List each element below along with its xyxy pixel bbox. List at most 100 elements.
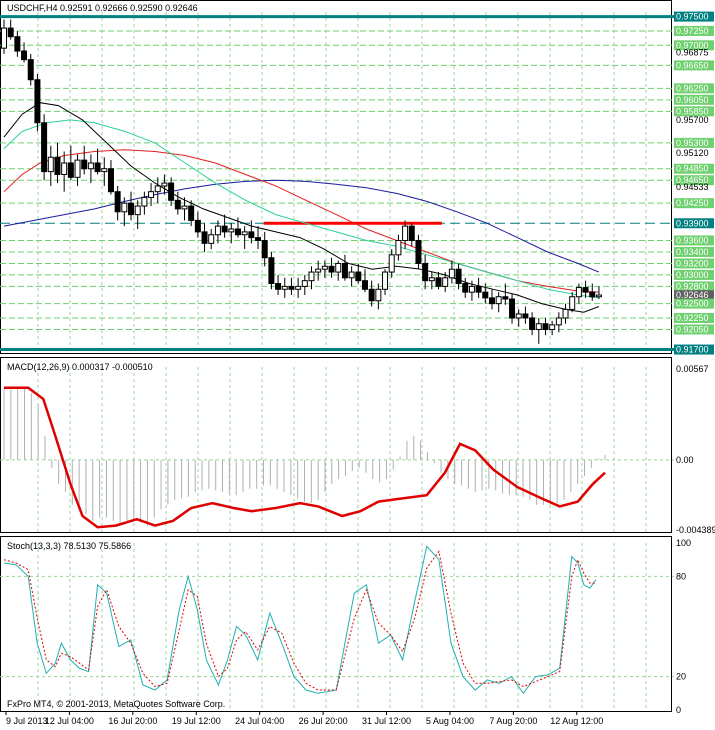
price-label: 0.96050 xyxy=(676,95,709,105)
candle-body xyxy=(402,225,409,241)
moving-averages xyxy=(3,102,600,313)
candle-body xyxy=(188,205,195,221)
stoch-grid xyxy=(0,543,674,710)
level-price-tag xyxy=(674,137,714,148)
price-panel-frame xyxy=(0,0,672,354)
price-label: 0.93600 xyxy=(676,235,709,245)
candle-body xyxy=(555,317,562,326)
candle-body xyxy=(194,219,201,233)
ma-blue-line xyxy=(3,179,600,273)
time-label: 5 Aug 04:00 xyxy=(426,716,474,726)
candle-body xyxy=(255,237,262,241)
price-label: 0.97000 xyxy=(676,40,709,50)
candle-body xyxy=(415,239,422,264)
candle-body xyxy=(582,287,589,293)
macd-signal-polyline xyxy=(4,386,606,529)
candle-body xyxy=(375,288,382,302)
candle-body xyxy=(275,283,282,290)
time-label: 12 Aug 12:00 xyxy=(550,716,603,726)
candle-body xyxy=(301,280,308,287)
candle-body xyxy=(61,162,68,175)
price-label: 0.94250 xyxy=(676,198,709,208)
candle-body xyxy=(21,50,28,61)
level-price-tag xyxy=(674,312,714,323)
candle-body xyxy=(448,268,455,279)
macd-scale-label: 0.00567 xyxy=(676,364,709,374)
level-price-tag xyxy=(674,25,714,36)
level-price-tag xyxy=(674,106,714,117)
time-label: 31 Jul 12:00 xyxy=(362,716,411,726)
candle-body xyxy=(321,265,328,270)
candle-body xyxy=(228,228,235,233)
candle-body xyxy=(455,268,462,285)
level-price-tag xyxy=(674,298,714,309)
price-label: 0.95850 xyxy=(676,106,709,116)
candle-body xyxy=(569,296,576,310)
level-price-tag xyxy=(674,11,714,22)
price-label: 0.95300 xyxy=(676,138,709,148)
candle-body xyxy=(14,36,21,52)
macd-signal-line xyxy=(4,386,606,529)
candle-body xyxy=(94,162,101,173)
candle-body xyxy=(335,262,342,273)
time-label: 26 Jul 20:00 xyxy=(299,716,348,726)
candle-body xyxy=(54,156,61,175)
macd-histogram xyxy=(3,387,606,526)
candle-body xyxy=(81,159,88,170)
candle-body xyxy=(382,271,389,290)
candle-body xyxy=(368,288,375,302)
level-price-tag xyxy=(674,235,714,246)
candle-body xyxy=(288,285,295,290)
candle-body xyxy=(34,79,41,124)
candle-body xyxy=(529,317,536,330)
price-label: 0.92250 xyxy=(676,313,709,323)
macd-grid xyxy=(0,367,674,532)
candle-body xyxy=(27,59,34,81)
stoch-header: Stoch(13,3,3) 78.5130 75.5866 xyxy=(7,541,131,551)
time-label: 16 Jul 20:00 xyxy=(108,716,157,726)
price-label: 0.92646 xyxy=(676,290,709,300)
candle-body xyxy=(495,296,502,305)
candle-body xyxy=(107,168,114,193)
candle-body xyxy=(7,27,14,38)
level-price-tag xyxy=(674,163,714,174)
level-price-tag xyxy=(674,246,714,257)
price-label: 0.95700 xyxy=(676,115,709,125)
candle-body xyxy=(161,182,168,187)
candle-body xyxy=(168,182,175,201)
candle-body xyxy=(475,285,482,293)
stoch-scale-label: 80 xyxy=(676,571,686,581)
level-price-tag xyxy=(674,281,714,292)
candle-body xyxy=(214,225,221,236)
candle-body xyxy=(148,191,155,198)
current-price-tag xyxy=(674,290,714,301)
macd-scale-label: -0.004389 xyxy=(676,525,715,535)
macd-panel-frame xyxy=(0,357,672,533)
candle-body xyxy=(388,254,395,273)
macd-header: MACD(12,26,9) 0.000317 -0.000510 xyxy=(7,362,153,372)
price-label: 0.96650 xyxy=(676,60,709,70)
copyright-text: FxPro MT4, © 2001-2013, MetaQuotes Softw… xyxy=(7,699,225,709)
stoch-lines xyxy=(3,545,597,695)
price-label: 0.97250 xyxy=(676,26,709,36)
stoch-scale-label: 100 xyxy=(676,538,691,548)
candle-body xyxy=(575,287,582,298)
candle-body xyxy=(428,277,435,282)
candle-body xyxy=(1,27,7,49)
candle-body xyxy=(595,294,602,298)
candle-body xyxy=(261,239,268,259)
price-label: 0.95120 xyxy=(676,148,709,158)
time-label: 9 Jul 2013 xyxy=(6,716,48,726)
level-price-tag xyxy=(674,269,714,280)
candle-body xyxy=(234,228,241,236)
candle-body xyxy=(128,202,135,216)
chart-header: USDCHF,H4 0.92591 0.92666 0.92590 0.9264… xyxy=(7,3,198,13)
candlesticks xyxy=(1,19,602,344)
candle-body xyxy=(361,280,368,290)
stoch-scale-label: 20 xyxy=(676,672,686,682)
candle-body xyxy=(47,156,54,173)
